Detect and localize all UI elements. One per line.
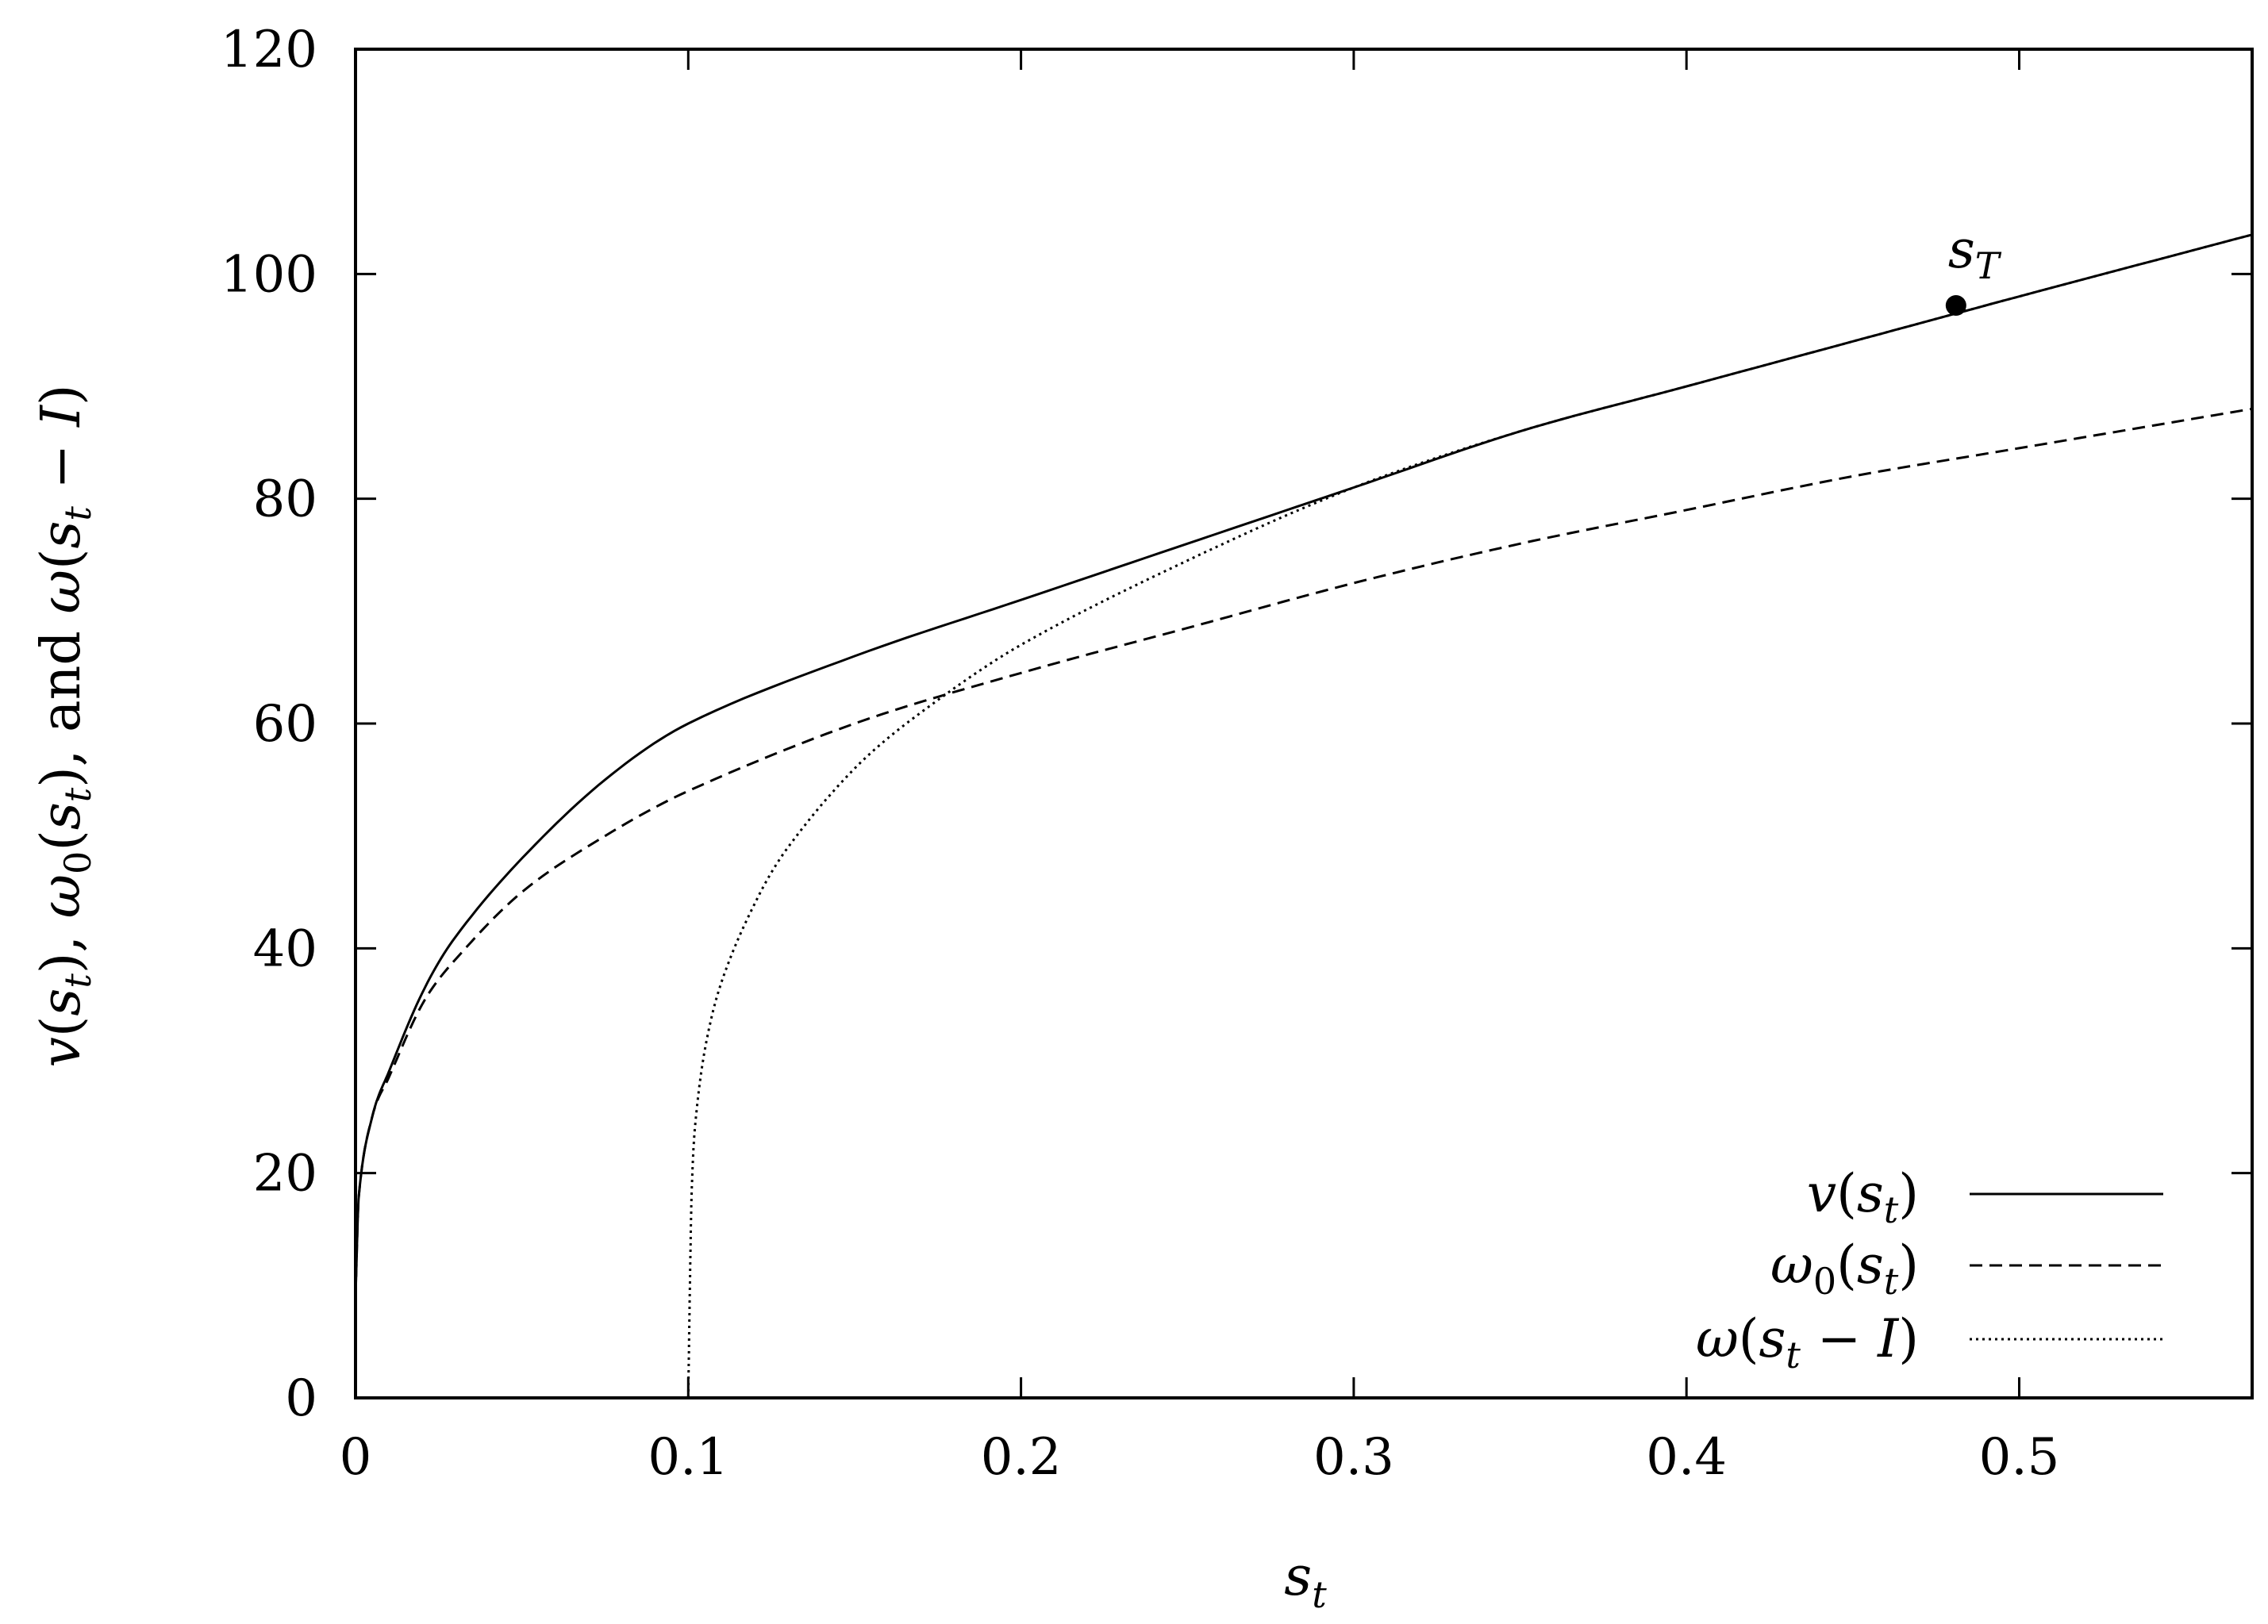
- y-tick-label: 80: [253, 470, 317, 529]
- annotation-sT: sT: [1945, 219, 2002, 316]
- plot-frame: [354, 48, 2254, 1399]
- y-tick-label: 0: [285, 1369, 317, 1428]
- annotation-point: [1945, 295, 1966, 316]
- y-tick-label: 120: [221, 21, 317, 79]
- legend-label: v(st): [1807, 1163, 1919, 1231]
- x-tick-label: 0.4: [1646, 1428, 1727, 1487]
- legend-label: ω0(st): [1770, 1234, 1919, 1303]
- x-tick-label: 0.3: [1313, 1428, 1394, 1487]
- series-line-2: [354, 407, 2253, 1297]
- series-line-3: [686, 233, 2253, 1399]
- x-axis-label: st: [1284, 1545, 1327, 1616]
- axis-ticks: 0 0.1 0.2 0.3 0.4 0.5 0 20 40 60 80 100 120: [221, 21, 2252, 1487]
- x-tick-label: 0.5: [1979, 1428, 2060, 1487]
- legend: v(st)ω0(st)ω(st − I): [1696, 1163, 2163, 1376]
- y-tick-label: 100: [221, 245, 317, 304]
- y-tick-label: 60: [253, 695, 317, 754]
- x-tick-label: 0: [340, 1428, 372, 1487]
- legend-label: ω(st − I): [1696, 1308, 1919, 1376]
- y-axis-label: v(st), ω0(st), and ω(st − I): [30, 384, 99, 1067]
- x-tick-label: 0.1: [648, 1428, 728, 1487]
- x-tick-label: 0.2: [981, 1428, 1062, 1487]
- y-tick-label: 40: [253, 919, 317, 978]
- annotation-label: sT: [1948, 219, 2002, 287]
- plot-marks: [354, 233, 2253, 1399]
- y-tick-label: 20: [253, 1145, 317, 1204]
